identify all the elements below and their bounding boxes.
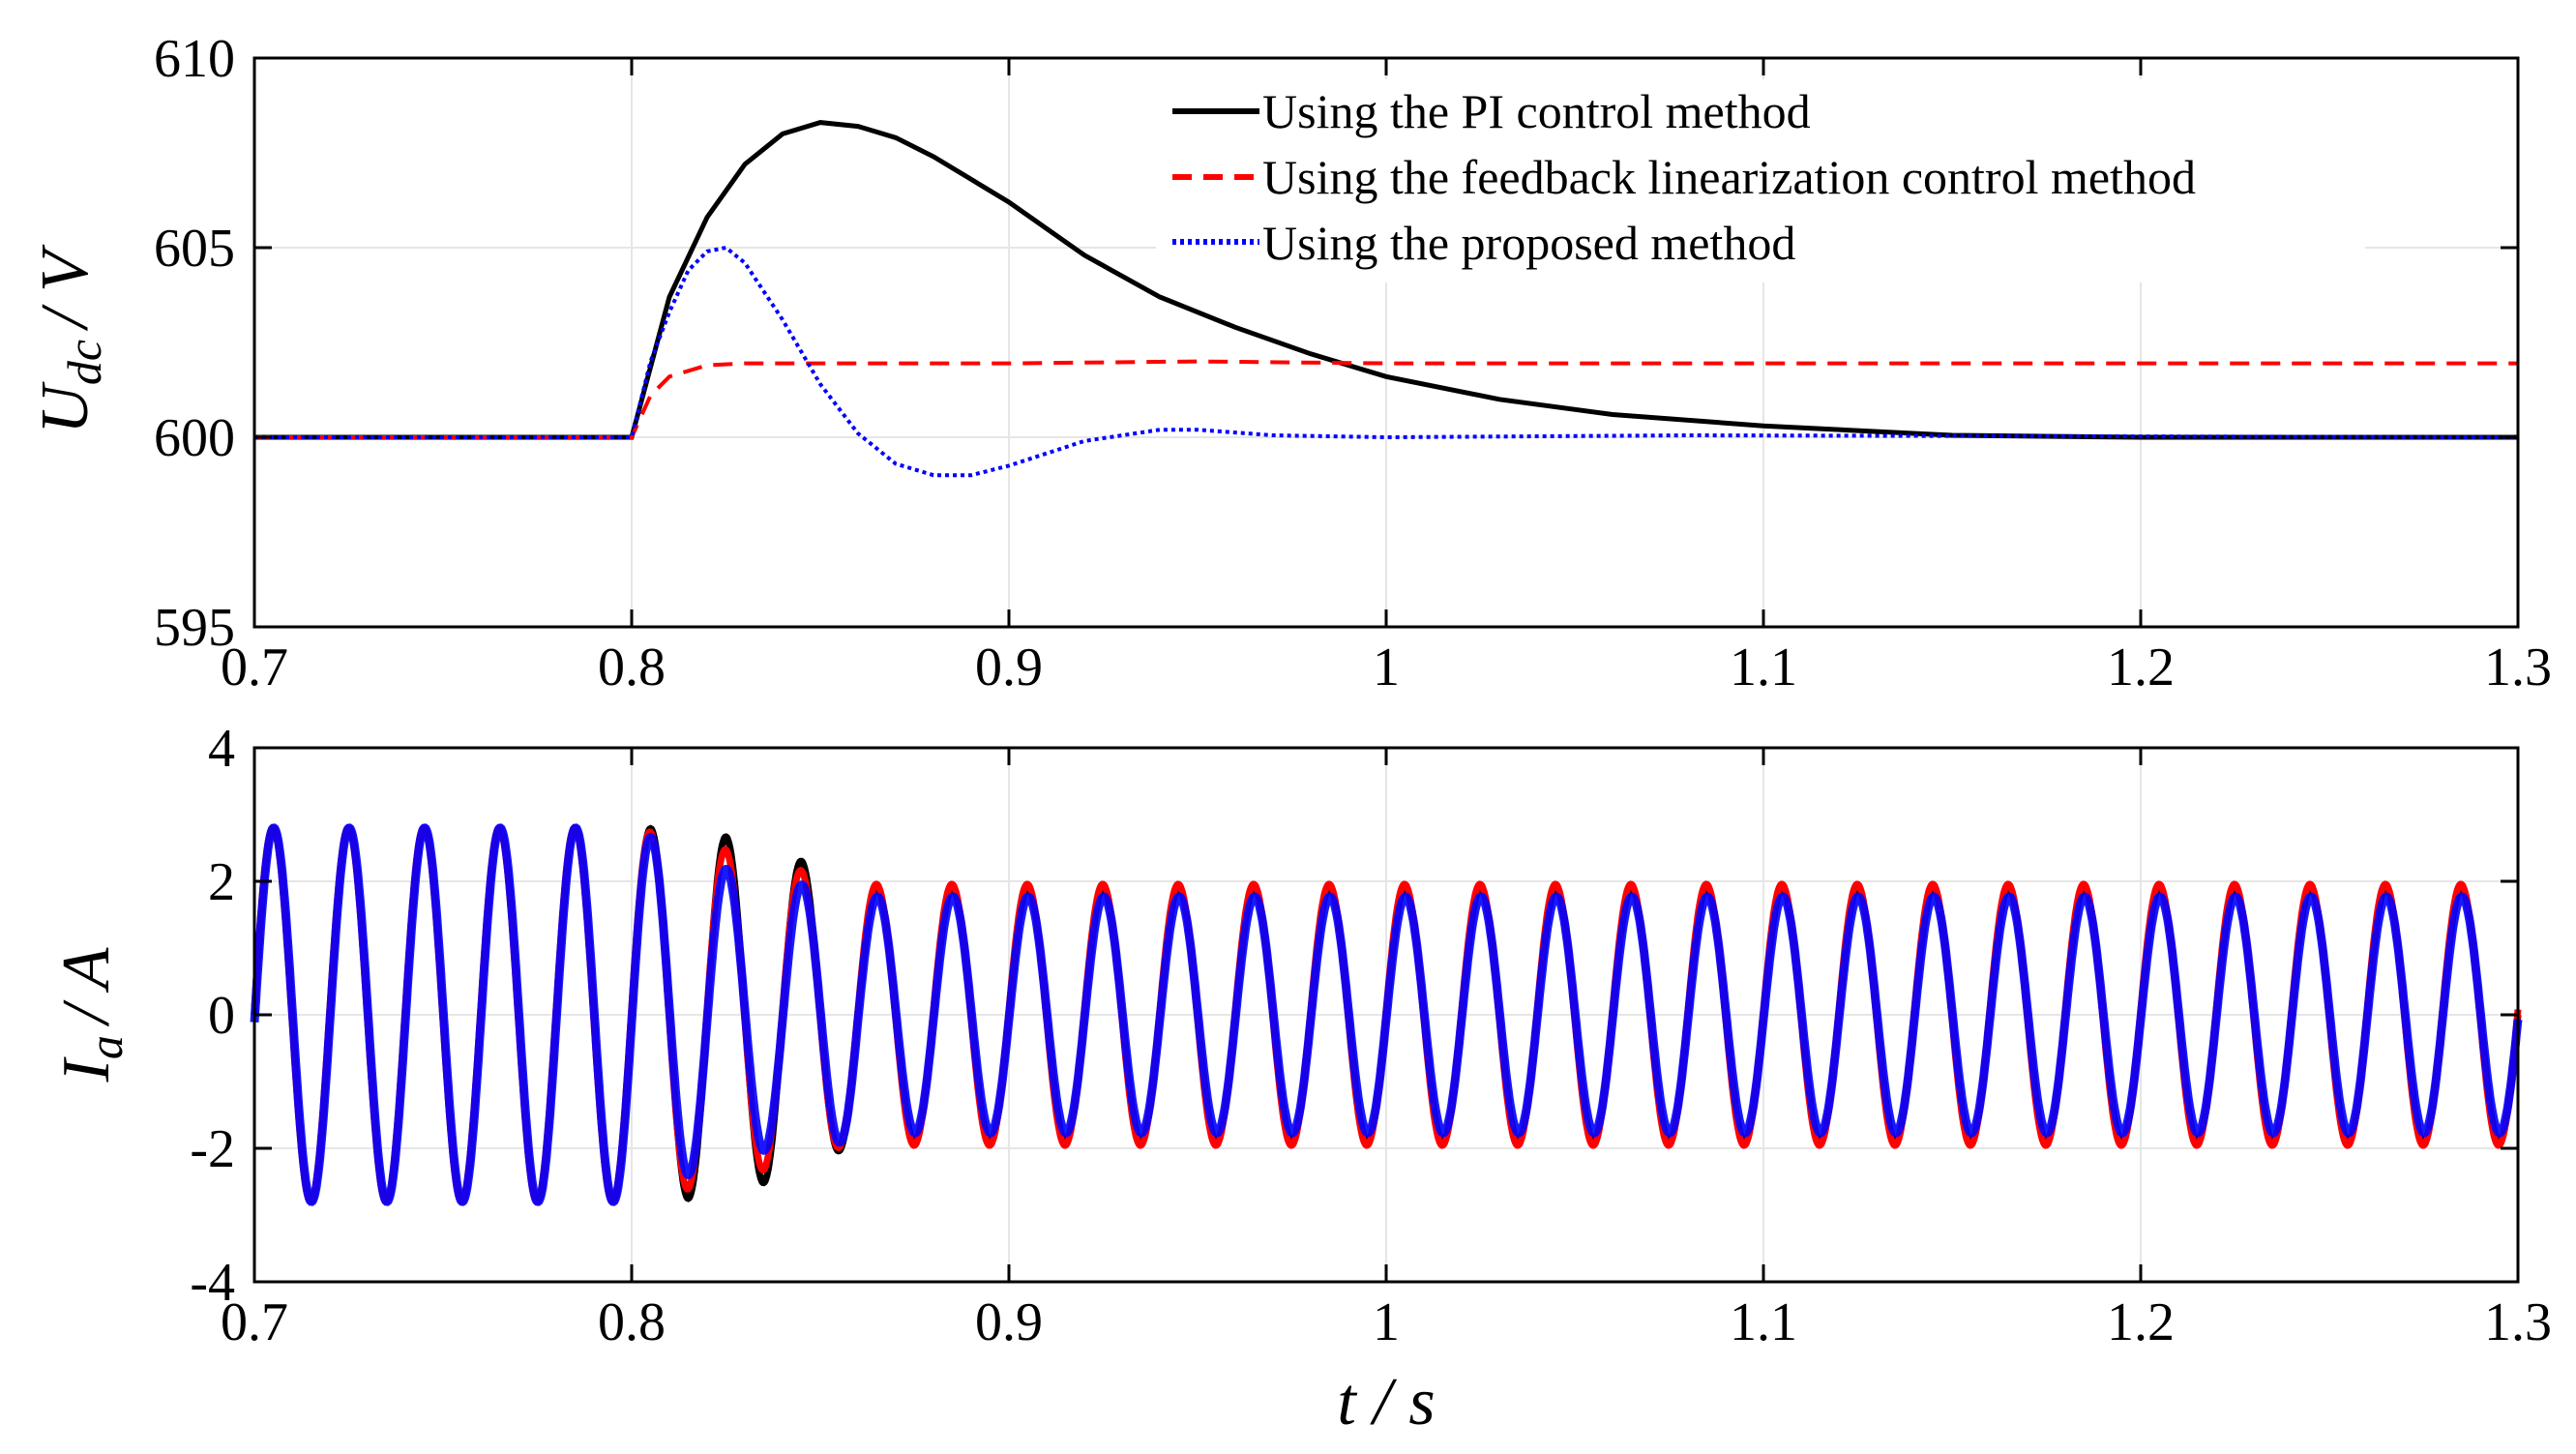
legend-label-fl: Using the feedback linearization control… — [1262, 150, 2196, 204]
top-xtick-label: 1.3 — [2484, 638, 2552, 697]
top-xtick-label: 1 — [1373, 638, 1400, 697]
legend-background — [1156, 79, 2365, 282]
bottom-ticks: 0.7 0.8 0.9 1 1.1 1.2 1.3 -4 -2 0 2 4 — [190, 719, 2552, 1352]
bottom-xtick-label: 0.9 — [975, 1292, 1043, 1352]
legend: Using the PI control method Using the fe… — [1156, 79, 2365, 282]
top-chart: 0.7 0.8 0.9 1 1.1 1.2 1.3 595 600 605 610 Using th… — [28, 29, 2552, 697]
bottom-xtick-label: 1 — [1373, 1292, 1400, 1352]
bottom-ytick-label: 2 — [208, 852, 235, 912]
bottom-ylabel-sub: a — [78, 1035, 133, 1059]
top-ylabel-rest: / V — [28, 244, 103, 332]
top-series-proposed-line — [254, 245, 2519, 478]
top-xtick-label: 1.1 — [1730, 638, 1797, 697]
top-ticks: 0.7 0.8 0.9 1 1.1 1.2 1.3 595 600 605 610 — [154, 29, 2552, 697]
top-xtick-label: 1.2 — [2107, 638, 2175, 697]
top-xtick-label: 0.7 — [221, 638, 288, 697]
bottom-xtick-label: 1.3 — [2484, 1292, 2552, 1352]
bottom-chart: 0.7 0.8 0.9 1 1.1 1.2 1.3 -4 -2 0 2 4 Ia / A t / s — [49, 719, 2552, 1439]
top-ytick-label: 605 — [154, 219, 235, 279]
legend-label-pi: Using the PI control method — [1262, 84, 1811, 138]
bottom-ytick-label: 4 — [208, 719, 235, 779]
bottom-ytick-label: -2 — [190, 1119, 235, 1179]
top-series — [254, 120, 2519, 478]
top-xtick-label: 0.8 — [598, 638, 666, 697]
top-ylabel-sub: dc — [57, 340, 111, 385]
bottom-xtick-label: 0.8 — [598, 1292, 666, 1352]
legend-label-proposed: Using the proposed method — [1262, 216, 1795, 270]
top-series-fl-line — [254, 359, 2518, 439]
bottom-xtick-label: 0.7 — [221, 1292, 288, 1352]
bottom-ytick-label: 0 — [208, 986, 235, 1046]
bottom-ylabel-main: I — [49, 1055, 124, 1083]
bottom-xtick-label: 1.1 — [1730, 1292, 1797, 1352]
bottom-series — [250, 823, 2523, 1206]
top-ylabel: Udc / V — [28, 244, 111, 434]
top-ylabel-main: U — [28, 381, 103, 434]
bottom-xtick-label: 1.2 — [2107, 1292, 2175, 1352]
bottom-xlabel: t / s — [1337, 1365, 1435, 1439]
top-xtick-label: 0.9 — [975, 638, 1043, 697]
bottom-ytick-label: -4 — [190, 1253, 235, 1313]
top-ytick-label: 595 — [154, 598, 235, 658]
bottom-ylabel: Ia / A — [49, 947, 133, 1083]
bottom-ylabel-rest: / A — [49, 947, 124, 1027]
top-series-pi-line — [254, 120, 2518, 440]
bottom-series-proposed-line — [250, 823, 2523, 1206]
top-ytick-label: 600 — [154, 408, 235, 468]
top-ytick-label: 610 — [154, 29, 235, 89]
